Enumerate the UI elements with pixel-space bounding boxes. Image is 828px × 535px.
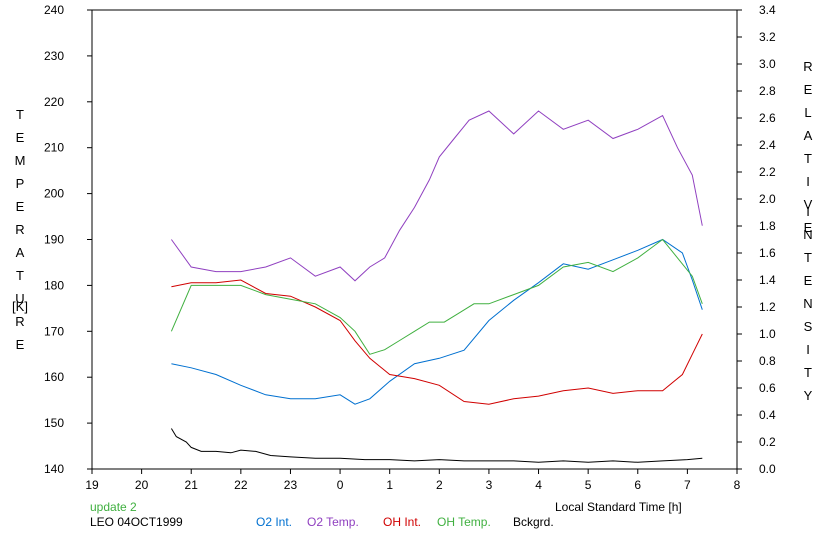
y-left-tick-label: 210 — [44, 141, 64, 155]
y-right-tick-label: 1.6 — [759, 246, 776, 260]
x-tick-label: 8 — [734, 478, 741, 492]
y-right-tick-label: 2.8 — [759, 84, 776, 98]
y-right-tick-label: 3.4 — [759, 3, 776, 17]
y-right-tick-label: 2.0 — [759, 192, 776, 206]
y-right-tick-label: 0.4 — [759, 408, 776, 422]
y-left-tick-label: 220 — [44, 95, 64, 109]
y-right-tick-label: 1.2 — [759, 300, 776, 314]
y-right-tick-label: 0.8 — [759, 354, 776, 368]
x-tick-label: 5 — [585, 478, 592, 492]
y-left-tick-label: 190 — [44, 233, 64, 247]
y-right-tick-label: 1.4 — [759, 273, 776, 287]
x-tick-label: 2 — [436, 478, 443, 492]
x-tick-label: 0 — [337, 478, 344, 492]
y-left-tick-label: 240 — [44, 3, 64, 17]
y-right-axis: 0.0 0.2 0.4 0.6 0.8 1.0 1.2 1.4 1.6 1.8 2.0 2.2 2.4 2… — [737, 3, 776, 476]
y-left-tick-label: 180 — [44, 278, 64, 292]
y-left-tick-label: 200 — [44, 187, 64, 201]
update-label: update 2 — [90, 500, 137, 514]
y-left-tick-label: 230 — [44, 49, 64, 63]
series-group — [170, 110, 703, 463]
x-tick-label: 6 — [634, 478, 641, 492]
y-right-tick-label: 2.4 — [759, 138, 776, 152]
y-right-tick-label: 1.0 — [759, 327, 776, 341]
x-tick-label: 1 — [386, 478, 393, 492]
y-left-tick-label: 170 — [44, 324, 64, 338]
series-line-oh-int — [171, 279, 703, 405]
x-tick-label: 21 — [185, 478, 199, 492]
x-tick-label: 22 — [234, 478, 248, 492]
y-left-tick-label: 140 — [44, 462, 64, 476]
legend-item-oh-int: OH Int. — [383, 515, 422, 529]
plot-frame — [91, 9, 738, 470]
x-tick-label: 7 — [684, 478, 691, 492]
station-date-label: LEO 04OCT1999 — [90, 515, 183, 529]
legend-item-o2-temp: O2 Temp. — [307, 515, 359, 529]
legend-item-bckgrd: Bckgrd. — [513, 515, 554, 529]
y-right-tick-label: 0.6 — [759, 381, 776, 395]
x-tick-label: 3 — [486, 478, 493, 492]
y-left-tick-label: 160 — [44, 370, 64, 384]
y-left-tick-label: 150 — [44, 416, 64, 430]
y-right-tick-label: 0.0 — [759, 462, 776, 476]
y-right-tick-label: 1.8 — [759, 219, 776, 233]
left-axis-unit: [K] — [12, 299, 28, 314]
y-right-tick-label: 2.2 — [759, 165, 776, 179]
y-right-tick-label: 3.0 — [759, 57, 776, 71]
y-right-tick-label: 2.6 — [759, 111, 776, 125]
series-line-bckgrd — [170, 428, 703, 463]
x-tick-label: 23 — [284, 478, 298, 492]
y-right-tick-label: 0.2 — [759, 435, 776, 449]
series-line-o2-temp — [170, 110, 703, 282]
y-left-axis: 140 150 160 170 180 190 200 210 220 230 240 — [44, 3, 92, 476]
legend-item-o2-int: O2 Int. — [256, 515, 293, 529]
x-tick-label: 4 — [535, 478, 542, 492]
y-right-tick-label: 3.2 — [759, 30, 776, 44]
x-axis: 19 20 21 22 23 0 1 2 3 4 5 6 7 8 — [85, 469, 741, 492]
x-axis-label: Local Standard Time [h] — [555, 500, 682, 514]
x-tick-label: 19 — [85, 478, 99, 492]
series-line-o2-int — [171, 238, 703, 405]
series-line-oh-temp — [170, 238, 703, 355]
x-tick-label: 20 — [135, 478, 149, 492]
legend-item-oh-temp: OH Temp. — [437, 515, 491, 529]
